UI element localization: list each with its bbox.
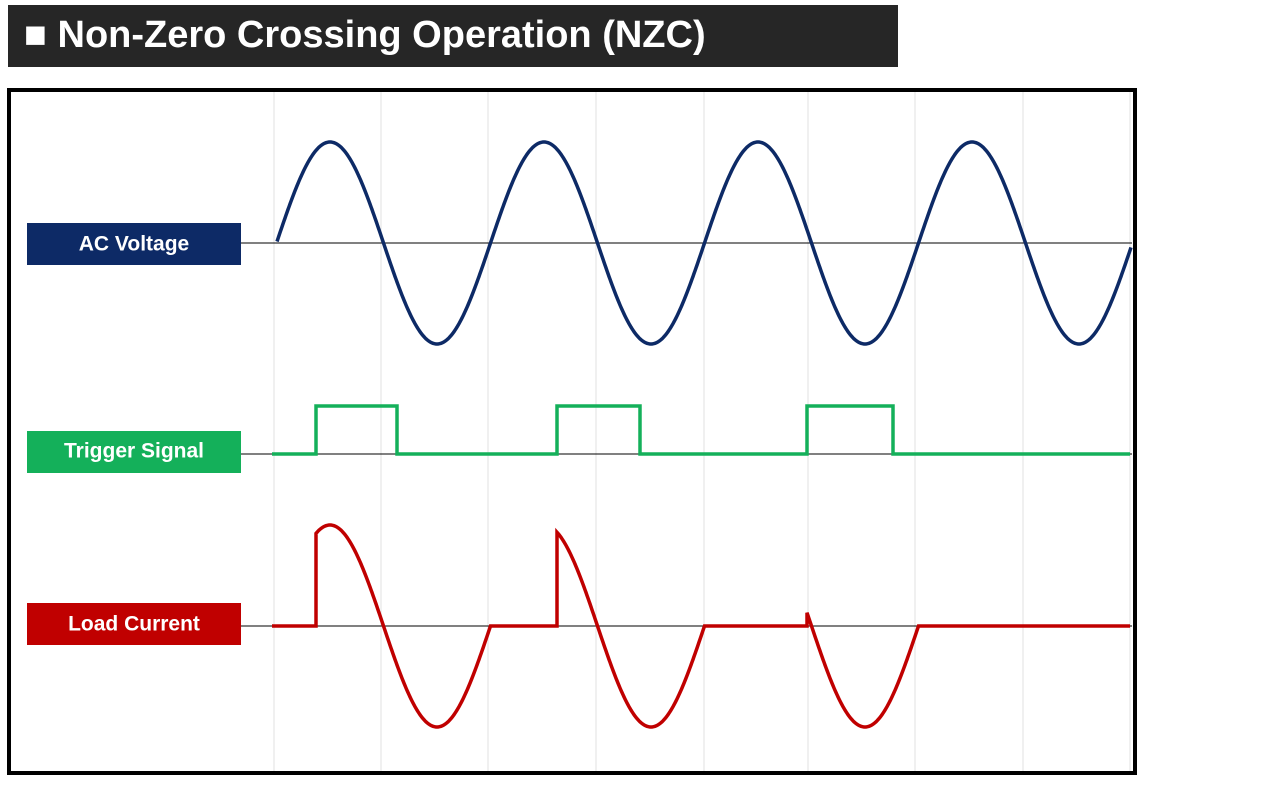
signal-label: Load Current — [68, 613, 200, 636]
label-box — [27, 431, 241, 473]
label-box — [27, 223, 241, 265]
frame — [7, 88, 1137, 775]
grid — [273, 92, 1131, 771]
title-bar — [8, 5, 898, 67]
signal-label: Trigger Signal — [64, 440, 204, 463]
title: ■ Non-Zero Crossing Operation (NZC) — [24, 14, 706, 56]
load-current-wave — [272, 523, 1130, 729]
ac-voltage-wave — [275, 140, 1133, 346]
signal-label: AC Voltage — [79, 233, 189, 256]
label-box — [27, 603, 241, 645]
trigger-wave — [272, 404, 1130, 456]
